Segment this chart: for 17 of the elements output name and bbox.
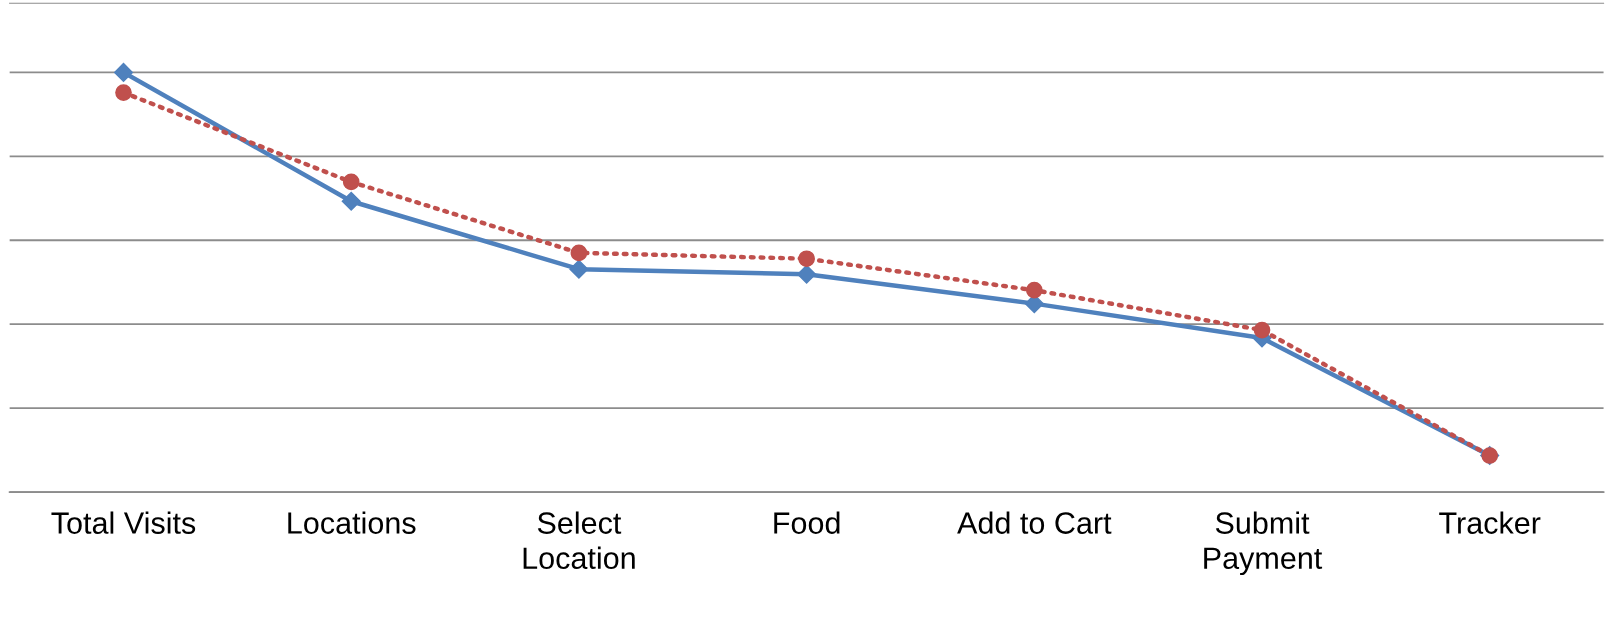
x-tick-label: Total Visits <box>51 511 196 534</box>
x-tick-label: Select Location <box>523 511 635 570</box>
point <box>797 264 817 284</box>
x-tick-label: Locations <box>288 511 416 534</box>
point <box>798 250 815 268</box>
point <box>115 84 132 101</box>
point <box>570 244 588 262</box>
point <box>341 191 361 211</box>
point <box>1253 321 1271 339</box>
point <box>113 62 134 82</box>
x-tick-label: Add to Cart <box>957 511 1112 534</box>
x-tick-label: Food <box>774 511 840 534</box>
point <box>342 173 360 191</box>
x-tick-label: Tracker <box>1439 511 1541 534</box>
x-tick-label: Submit Payment <box>1204 511 1323 576</box>
point <box>569 259 589 279</box>
point <box>1025 281 1043 299</box>
